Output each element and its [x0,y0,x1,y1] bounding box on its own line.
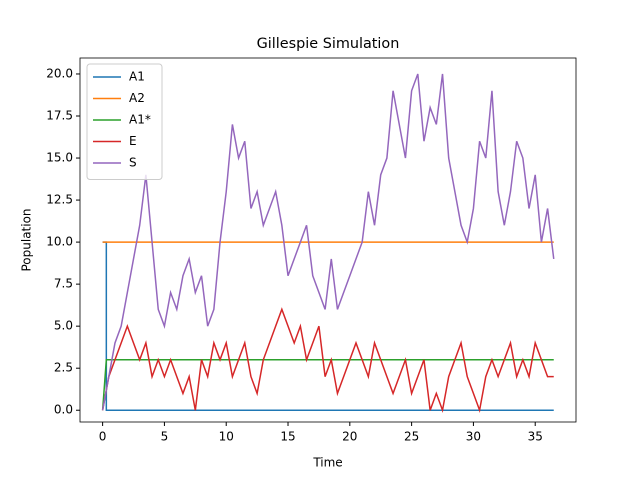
series-line [101,73,555,411]
series-line [101,307,554,414]
y-tick-label: 12.5 [46,193,73,207]
chart-title: Gillespie Simulation [257,36,400,52]
legend-box [86,63,163,180]
x-axis-label: Time [312,456,342,470]
x-tick-label: 0 [99,430,107,444]
legend-label: A1 [129,70,145,84]
x-tick-label: 20 [342,430,357,444]
x-tick-label: 15 [280,430,295,444]
x-tick-label: 5 [161,430,169,444]
x-tick-label: 30 [466,430,481,444]
legend-label: E [129,134,137,148]
y-axis-label: Population [20,208,34,271]
legend-label: A1* [129,113,151,127]
legend-label: A2 [129,91,145,105]
y-tick-label: 10.0 [46,235,73,249]
x-tick-label: 10 [219,430,234,444]
y-tick-label: 7.5 [54,277,73,291]
x-tick-label: 25 [404,430,419,444]
legend-label: S [129,156,137,170]
y-tick-label: 20.0 [46,66,73,80]
y-tick-label: 0.0 [54,403,73,417]
y-tick-label: 5.0 [54,319,73,333]
y-tick-label: 17.5 [46,109,73,123]
x-tick-label: 35 [528,430,543,444]
series-line [101,359,554,411]
y-tick-label: 2.5 [54,361,73,375]
plot-frame [79,57,577,423]
y-tick-label: 15.0 [46,151,73,165]
